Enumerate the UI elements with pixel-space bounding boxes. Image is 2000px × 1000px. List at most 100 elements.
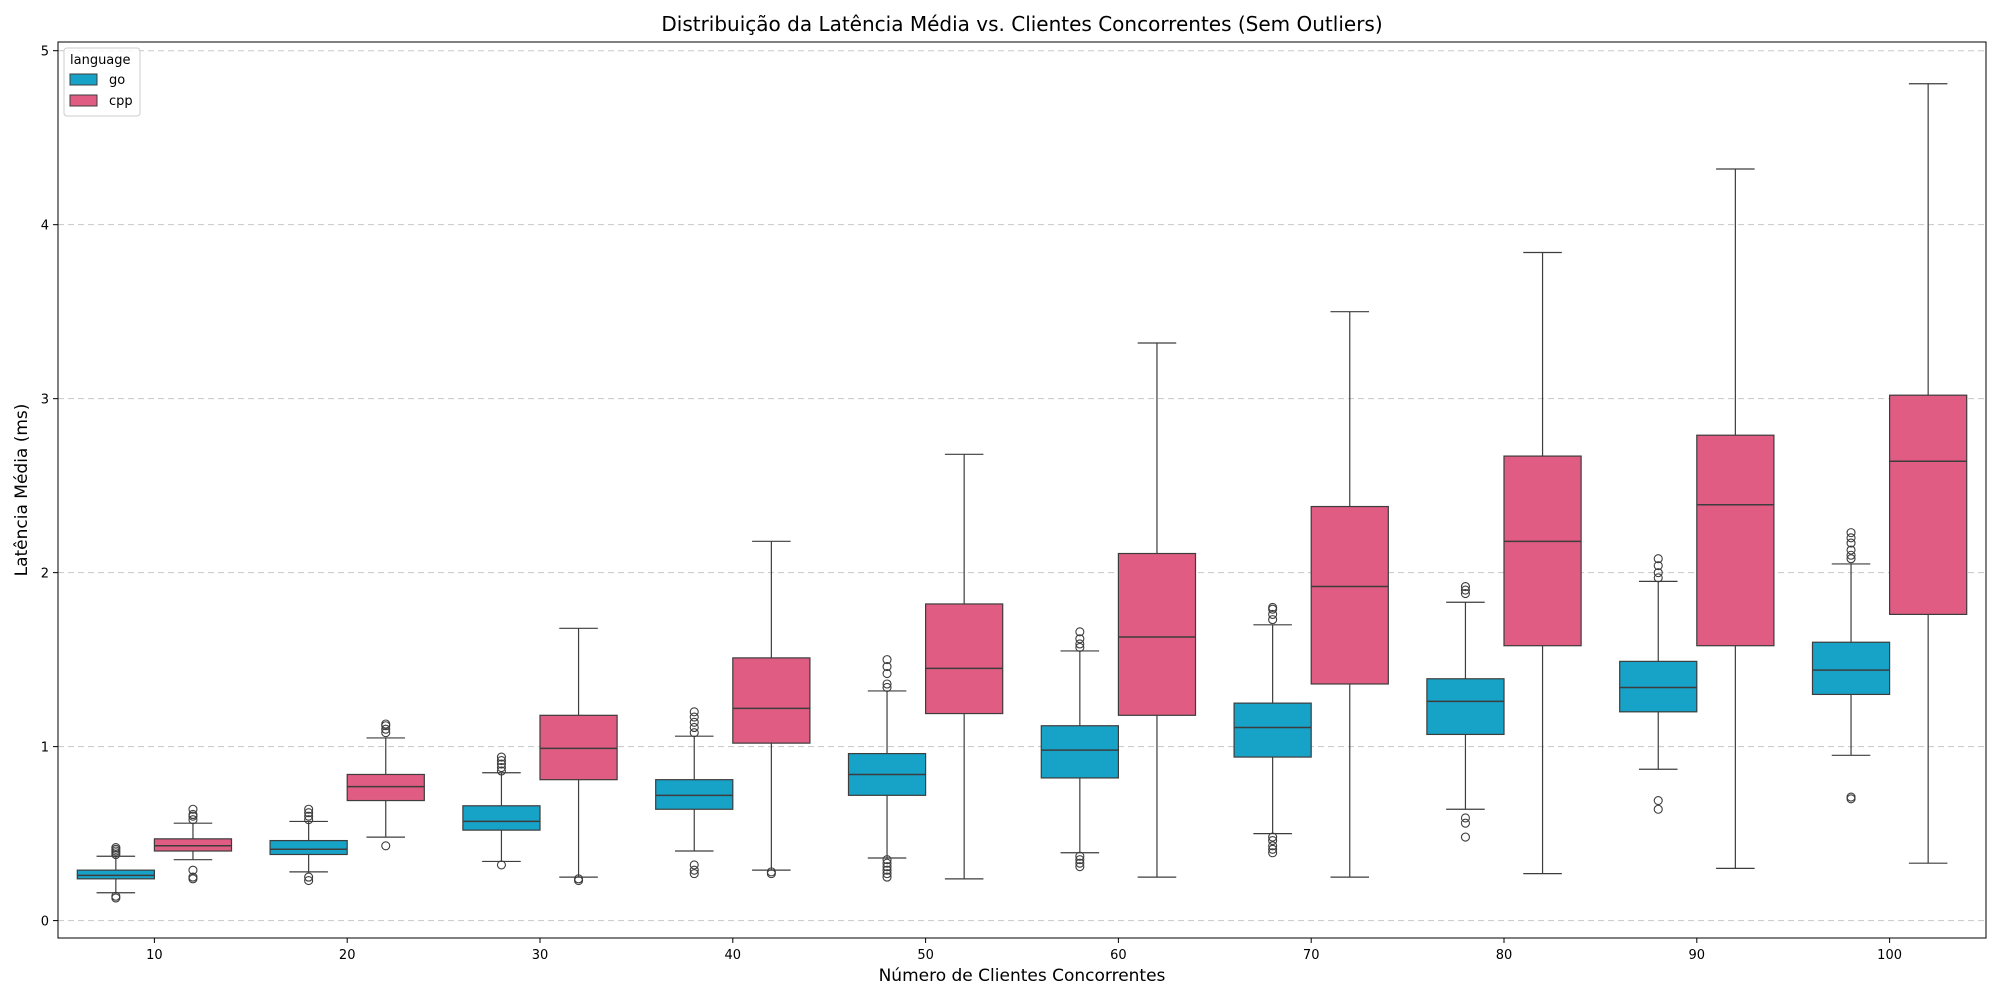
outlier-point [1268, 848, 1278, 858]
outlier-point [574, 874, 584, 884]
outlier-point [1653, 554, 1663, 564]
outlier-point [188, 809, 198, 820]
iqr-box [153, 838, 233, 852]
legend: language go cpp [63, 47, 141, 117]
box-go-100 [1811, 528, 1891, 804]
box-go-60 [1040, 627, 1120, 872]
outlier-point [1268, 602, 1278, 612]
outlier-point [689, 717, 699, 727]
outlier-point [496, 860, 506, 870]
gridlines [58, 50, 1986, 922]
outlier-point [882, 865, 892, 875]
outlier-point [1460, 582, 1470, 592]
y-tick-label: 0 [41, 915, 49, 930]
outlier-point [381, 841, 391, 851]
outlier-point [304, 808, 314, 818]
outlier-point [1075, 855, 1085, 865]
outlier-point [882, 858, 892, 868]
iqr-box [1233, 702, 1312, 758]
x-tick-label: 80 [1496, 948, 1513, 963]
iqr-box [1426, 678, 1505, 736]
outlier-point [1460, 832, 1470, 842]
outlier-point [1653, 568, 1663, 578]
x-tick-label: 70 [1303, 948, 1320, 963]
outlier-point [1653, 804, 1663, 814]
outlier-point [304, 815, 314, 825]
x-tick-label: 10 [146, 948, 163, 963]
outlier-point [496, 759, 506, 769]
outlier-point [689, 860, 699, 870]
outlier-point [304, 811, 314, 821]
outlier-point [381, 719, 391, 729]
iqr-box [924, 603, 1004, 715]
legend-title: language [70, 53, 131, 68]
x-tick-label: 30 [532, 948, 549, 963]
outlier-point [496, 762, 506, 773]
box-cpp-80 [1503, 251, 1582, 875]
outlier-point [1075, 639, 1085, 649]
x-tick-label: 60 [1110, 948, 1127, 963]
box-go-40 [655, 707, 734, 879]
outlier-point [882, 679, 892, 689]
box-cpp-30 [539, 627, 618, 886]
box-go-30 [462, 752, 541, 870]
outlier-point [1075, 862, 1085, 872]
iqr-box [539, 714, 618, 781]
iqr-box [76, 869, 156, 880]
box-cpp-20 [346, 719, 425, 851]
outlier-point [882, 655, 892, 665]
legend-swatch-go [69, 73, 98, 86]
box-go-70 [1233, 602, 1312, 858]
iqr-box [732, 657, 811, 744]
outlier-point [1653, 796, 1663, 806]
box-go-20 [269, 804, 348, 886]
outlier-point [1846, 554, 1856, 564]
outlier-point [1268, 832, 1278, 842]
iqr-box [1888, 394, 1968, 615]
outlier-point [766, 867, 776, 877]
outlier-point [188, 865, 198, 875]
outlier-point [1460, 818, 1470, 828]
outlier-point [882, 872, 892, 882]
outlier-point [111, 842, 121, 853]
x-tick-label: 40 [725, 948, 742, 963]
outlier-point [882, 862, 892, 872]
outlier-point [1846, 792, 1856, 802]
outlier-point [1653, 561, 1663, 571]
box-cpp-90 [1696, 168, 1775, 870]
outlier-point [304, 804, 314, 814]
outlier-point [1846, 550, 1856, 560]
iqr-box [346, 773, 425, 802]
y-tick-label: 4 [41, 219, 49, 234]
y-tick-label: 3 [41, 393, 49, 408]
outlier-point [882, 668, 892, 679]
outlier-point [111, 891, 121, 901]
iqr-box [1811, 641, 1891, 696]
box-go-10 [76, 842, 156, 903]
outlier-point [689, 722, 699, 733]
iqr-box [1117, 552, 1197, 716]
outlier-point [1075, 851, 1085, 861]
iqr-box [1040, 725, 1120, 779]
outlier-point [1075, 634, 1085, 644]
outlier-point [689, 728, 699, 738]
box-go-50 [847, 655, 927, 882]
outlier-point [496, 766, 506, 776]
outlier-point [1653, 573, 1663, 583]
outlier-point [1846, 533, 1856, 543]
outlier-point [496, 755, 506, 766]
box-cpp-70 [1310, 311, 1389, 878]
outlier-point [381, 728, 391, 738]
y-tick-label: 1 [41, 741, 49, 756]
iqr-box [1310, 505, 1389, 685]
outlier-point [381, 724, 391, 734]
outlier-point [1460, 588, 1470, 599]
outlier-point [1075, 627, 1085, 637]
axis-ticks: 0 1 2 3 4 5 10 20 30 40 50 60 70 80 90 100 [41, 45, 1902, 963]
outlier-point [882, 682, 892, 693]
iqr-box [655, 779, 734, 810]
outlier-point [188, 815, 198, 825]
outlier-point [1846, 538, 1856, 548]
box-cpp-50 [924, 453, 1004, 880]
outlier-point [689, 865, 699, 875]
